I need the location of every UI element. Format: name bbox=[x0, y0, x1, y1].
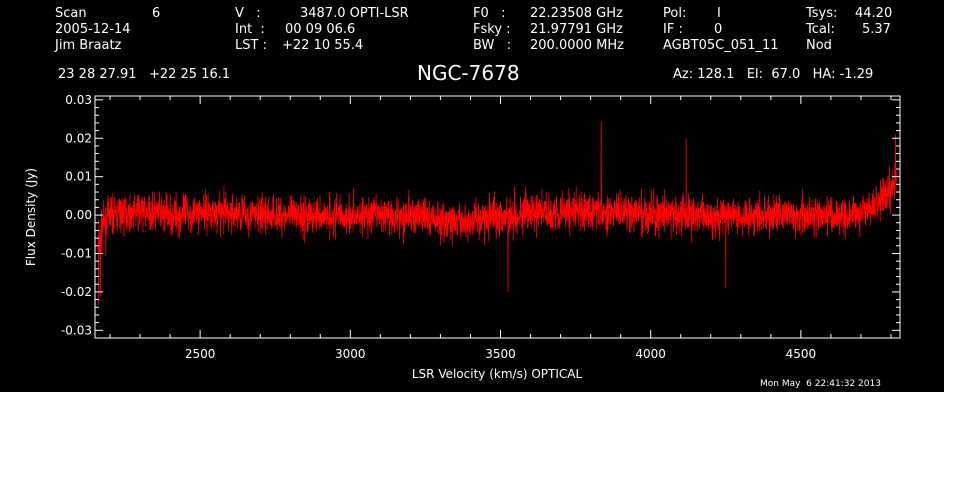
bandwidth-label: BW : bbox=[473, 38, 512, 53]
spectrum-chart: 2500 3000 3500 4000 4500 -0.03 -0.02 -0.01 0.00 0… bbox=[24, 93, 901, 381]
x-tick-label: 2500 bbox=[185, 347, 216, 361]
bandwidth-value: 200.0000 MHz bbox=[530, 38, 624, 53]
procedure-name: Nod bbox=[806, 38, 832, 53]
y-tick-label: -0.02 bbox=[61, 285, 92, 299]
sky-frequency-label: Fsky : bbox=[473, 22, 511, 37]
integration-label: Int : bbox=[235, 22, 265, 37]
x-tick-label: 3500 bbox=[485, 347, 516, 361]
tsys-value: 44.20 bbox=[855, 6, 893, 21]
y-tick-label: -0.03 bbox=[61, 323, 92, 337]
polarization-value: I bbox=[717, 6, 721, 21]
rest-frequency-label: F0 : bbox=[473, 6, 506, 21]
spectrum-panel: Scan 6 2005-12-14 Jim Braatz V : 3487.0 … bbox=[0, 0, 944, 392]
tcal-value: 5.37 bbox=[862, 22, 891, 37]
y-tick-label: 0.03 bbox=[65, 93, 92, 107]
sky-frequency-value: 21.97791 GHz bbox=[530, 22, 623, 37]
y-tick-label: 0.00 bbox=[65, 208, 92, 222]
spectrum-trace bbox=[97, 120, 897, 306]
polarization-label: Pol: bbox=[663, 6, 687, 21]
pointing-info: Az: 128.1 El: 67.0 HA: -1.29 bbox=[673, 67, 874, 82]
lst-value: +22 10 55.4 bbox=[282, 38, 364, 53]
source-coordinates: 23 28 27.91 +22 25 16.1 bbox=[58, 67, 231, 82]
x-tick-label: 4500 bbox=[786, 347, 817, 361]
x-axis-title: LSR Velocity (km/s) OPTICAL bbox=[412, 367, 583, 381]
rest-frequency-value: 22.23508 GHz bbox=[530, 6, 623, 21]
y-tick-label: 0.01 bbox=[65, 170, 92, 184]
lst-label: LST : bbox=[235, 38, 267, 53]
tcal-label: Tcal: bbox=[806, 22, 835, 37]
if-value: 0 bbox=[714, 22, 723, 37]
observer-name: Jim Braatz bbox=[55, 38, 122, 53]
scan-number: 6 bbox=[152, 6, 161, 21]
if-label: IF : bbox=[663, 22, 683, 37]
velocity-label: V : bbox=[235, 6, 261, 21]
y-tick-label: 0.02 bbox=[65, 131, 92, 145]
x-tick-label: 4000 bbox=[635, 347, 666, 361]
plot-frame bbox=[94, 95, 901, 339]
y-axis-title: Flux Density (Jy) bbox=[24, 168, 38, 266]
tsys-label: Tsys: bbox=[806, 6, 838, 21]
project-id: AGBT05C_051_11 bbox=[663, 38, 779, 53]
observation-date: 2005-12-14 bbox=[55, 22, 131, 37]
source-name: NGC-7678 bbox=[417, 61, 520, 85]
x-tick-label: 3000 bbox=[335, 347, 366, 361]
y-tick-label: -0.01 bbox=[61, 246, 92, 260]
integration-value: 00 09 06.6 bbox=[285, 22, 356, 37]
plot-timestamp: Mon May 6 22:41:32 2013 bbox=[760, 379, 881, 389]
velocity-value: 3487.0 OPTI-LSR bbox=[300, 6, 409, 21]
scan-label: Scan bbox=[55, 6, 87, 21]
